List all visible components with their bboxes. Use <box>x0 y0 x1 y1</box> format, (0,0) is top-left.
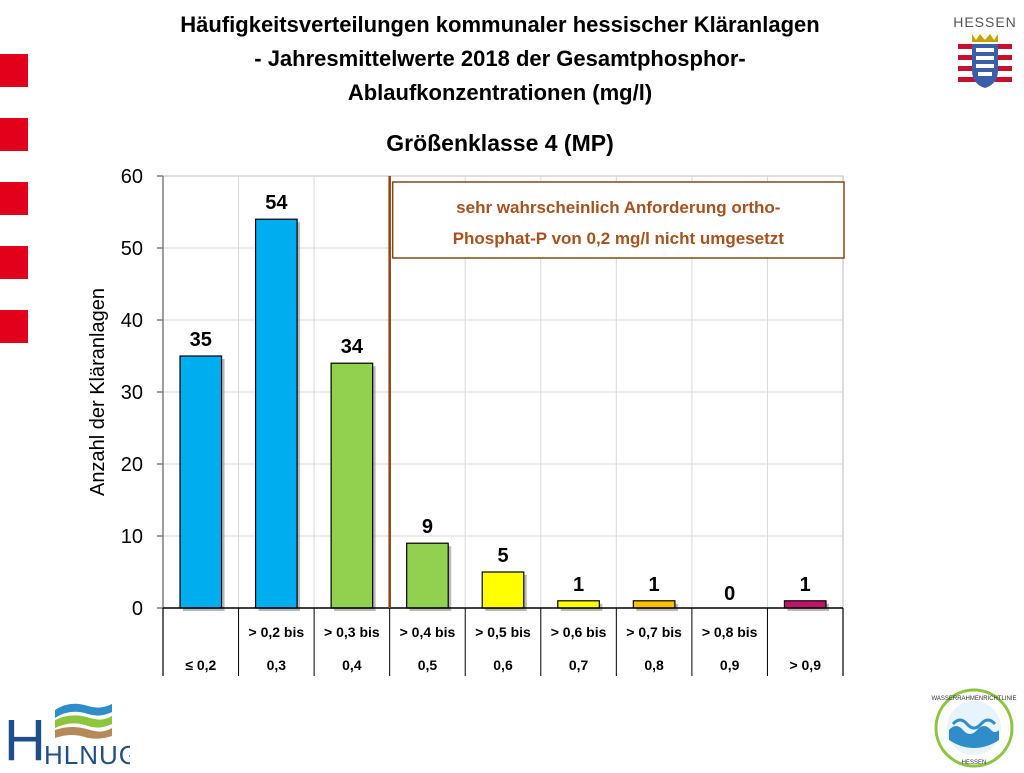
bar <box>557 600 600 609</box>
decorative-red-square <box>0 310 28 343</box>
category-label-line-2: > 0,9 <box>789 657 821 673</box>
category-label-line-1: > 0,7 bis <box>626 624 682 640</box>
bar-value-label: 54 <box>265 192 288 214</box>
category-label-line-2: 0,9 <box>720 657 740 673</box>
bar <box>632 600 676 609</box>
title-line-1: Häufigkeitsverteilungen kommunaler hessi… <box>180 12 820 37</box>
bar-value-label: 34 <box>341 336 364 358</box>
bar-value-label: 0 <box>724 583 735 605</box>
category-label-line-2: 0,3 <box>267 657 287 673</box>
bar-value-label: 1 <box>800 574 811 596</box>
hlnug-logo-h-letter: H <box>4 708 46 768</box>
y-tick-label: 20 <box>121 454 143 476</box>
category-label-line-1: > 0,3 bis <box>324 624 380 640</box>
hessen-logo: HESSEN <box>950 14 1020 94</box>
category-label-line-2: 0,5 <box>418 657 438 673</box>
bar-value-label: 35 <box>190 329 212 351</box>
value-labels: 35 54 34 9 5 1 1 0 1 <box>190 192 811 605</box>
bar <box>783 600 827 609</box>
decorative-red-square <box>0 182 28 215</box>
bar-value-label: 9 <box>422 516 433 538</box>
category-label-line-2: 0,6 <box>493 657 513 673</box>
category-label-line-2: 0,8 <box>644 657 664 673</box>
bars <box>179 218 829 611</box>
bar <box>481 571 525 609</box>
bar <box>254 218 298 609</box>
category-label-line-1: > 0,2 bis <box>249 624 305 640</box>
y-axis-ticks: 0 10 20 30 40 50 60 <box>121 166 164 620</box>
category-label-line-1: > 0,8 bis <box>702 624 758 640</box>
wrrl-logo-icon: WASSERRAHMENRICHTLINIE HESSEN <box>931 688 1017 768</box>
category-table: ≤ 0,2 > 0,2 bis 0,3 > 0,3 bis 0,4 > 0,4 bis 0,… <box>162 607 844 676</box>
decorative-red-square <box>0 54 28 87</box>
y-tick-label: 0 <box>132 598 143 620</box>
category-label-line-1: > 0,6 bis <box>551 624 607 640</box>
category-label-line-2: 0,7 <box>569 657 589 673</box>
y-tick-label: 10 <box>121 526 143 548</box>
bar-value-label: 5 <box>497 545 508 567</box>
bar <box>179 355 223 609</box>
decorative-red-square <box>0 118 28 151</box>
wasserrahmenrichtlinie-logo: WASSERRAHMENRICHTLINIE HESSEN <box>925 688 1023 768</box>
category-label-line-2: ≤ 0,2 <box>185 657 216 673</box>
hessen-logo-text: HESSEN <box>953 14 1017 30</box>
y-tick-label: 50 <box>121 238 143 260</box>
bar-value-label: 1 <box>573 574 584 596</box>
decorative-red-square <box>0 246 28 279</box>
category-label-line-1: > 0,5 bis <box>475 624 531 640</box>
y-axis-label: Anzahl der Kläranlagen <box>87 288 109 496</box>
bar <box>406 542 449 609</box>
main-title: Häufigkeitsverteilungen kommunaler hessi… <box>130 8 870 110</box>
hessen-coat-of-arms-icon <box>958 34 1012 88</box>
y-tick-label: 30 <box>121 382 143 404</box>
hlnug-logo-graphic-icon: H HLNUG <box>4 703 139 773</box>
bar <box>330 362 374 609</box>
hlnug-logo-text: HLNUG <box>44 740 130 768</box>
annotation-box <box>391 181 845 259</box>
chart-title: Größenklasse 4 (MP) <box>386 130 614 156</box>
title-line-3: Ablaufkonzentrationen (mg/l) <box>347 80 653 105</box>
wrrl-logo-bottom-text: HESSEN <box>962 760 987 766</box>
annotation-line-1: sehr wahrscheinlich Anforderung ortho- <box>456 198 780 217</box>
annotation-line-2: Phosphat-P von 0,2 mg/l nicht umgesetzt <box>453 229 785 248</box>
bar-value-label: 1 <box>649 574 660 596</box>
category-label-line-2: 0,4 <box>342 657 362 673</box>
hlnug-logo: H HLNUG <box>0 690 139 773</box>
wrrl-logo-top-text: WASSERRAHMENRICHTLINIE <box>931 696 1016 702</box>
y-tick-label: 60 <box>121 166 143 188</box>
y-tick-label: 40 <box>121 310 143 332</box>
category-label-line-1: > 0,4 bis <box>400 624 456 640</box>
title-line-2: - Jahresmittelwerte 2018 der Gesamtphosp… <box>254 46 746 71</box>
